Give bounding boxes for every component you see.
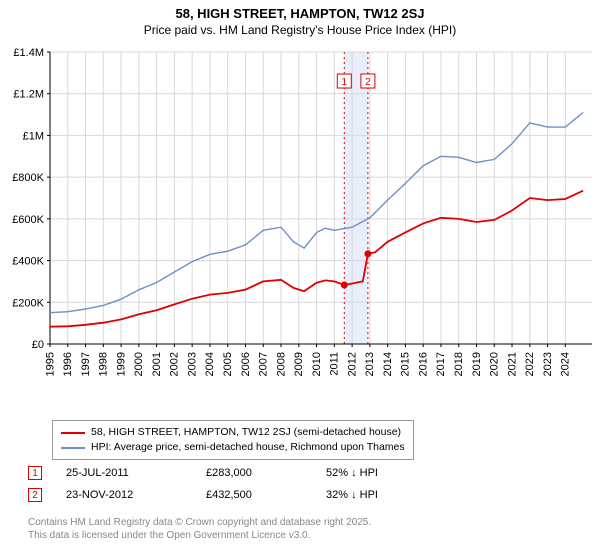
line-chart: £0 £200K £400K £600K £800K £1M £1.2M £1.4M 1995 1… <box>0 44 600 414</box>
legend-swatch-icon <box>61 432 85 434</box>
svg-text:1999: 1999 <box>115 352 127 376</box>
svg-text:£1.4M: £1.4M <box>13 47 44 59</box>
sale-diff: 52% ↓ HPI <box>326 467 378 479</box>
title-address: 58, HIGH STREET, HAMPTON, TW12 2SJ <box>0 6 600 21</box>
table-row: 1 25-JUL-2011 £283,000 52% ↓ HPI <box>28 462 378 484</box>
svg-text:1995: 1995 <box>44 352 56 376</box>
table-row: 2 23-NOV-2012 £432,500 32% ↓ HPI <box>28 484 378 506</box>
svg-text:2019: 2019 <box>471 352 483 376</box>
svg-text:2010: 2010 <box>311 352 323 376</box>
sale-date: 25-JUL-2011 <box>66 467 206 479</box>
sale-price: £432,500 <box>206 489 326 501</box>
chart-container: 58, HIGH STREET, HAMPTON, TW12 2SJ Price… <box>0 0 600 560</box>
titles: 58, HIGH STREET, HAMPTON, TW12 2SJ Price… <box>0 0 600 37</box>
sale-diff: 32% ↓ HPI <box>326 489 378 501</box>
svg-text:2003: 2003 <box>186 352 198 376</box>
footer-line: Contains HM Land Registry data © Crown c… <box>28 516 371 529</box>
svg-text:2009: 2009 <box>293 352 305 376</box>
legend-swatch-icon <box>61 447 85 449</box>
svg-text:2000: 2000 <box>133 352 145 376</box>
svg-text:2005: 2005 <box>222 352 234 376</box>
svg-text:2016: 2016 <box>417 352 429 376</box>
svg-text:2022: 2022 <box>524 352 536 376</box>
legend: 58, HIGH STREET, HAMPTON, TW12 2SJ (semi… <box>52 420 414 460</box>
svg-text:2007: 2007 <box>258 352 270 376</box>
svg-text:1997: 1997 <box>80 352 92 376</box>
legend-item: 58, HIGH STREET, HAMPTON, TW12 2SJ (semi… <box>61 425 405 440</box>
sale-date: 23-NOV-2012 <box>66 489 206 501</box>
footer-attribution: Contains HM Land Registry data © Crown c… <box>28 516 371 542</box>
svg-text:2013: 2013 <box>364 352 376 376</box>
svg-text:2012: 2012 <box>346 352 358 376</box>
svg-text:2020: 2020 <box>489 352 501 376</box>
svg-text:2014: 2014 <box>382 352 394 376</box>
svg-text:2024: 2024 <box>560 352 572 376</box>
svg-text:2: 2 <box>365 77 371 88</box>
sale-marker-icon: 2 <box>28 488 42 502</box>
svg-text:2002: 2002 <box>169 352 181 376</box>
svg-text:2001: 2001 <box>151 352 163 376</box>
legend-label: 58, HIGH STREET, HAMPTON, TW12 2SJ (semi… <box>91 425 401 440</box>
svg-text:2011: 2011 <box>329 352 341 376</box>
svg-text:£1M: £1M <box>23 130 44 142</box>
sales-table: 1 25-JUL-2011 £283,000 52% ↓ HPI 2 23-NO… <box>28 462 378 506</box>
svg-text:1: 1 <box>341 77 347 88</box>
title-subtitle: Price paid vs. HM Land Registry's House … <box>0 23 600 37</box>
svg-text:£1.2M: £1.2M <box>13 89 44 101</box>
svg-text:£600K: £600K <box>12 214 44 226</box>
svg-text:£200K: £200K <box>12 297 44 309</box>
svg-text:£0: £0 <box>32 339 44 351</box>
svg-text:2015: 2015 <box>400 352 412 376</box>
svg-text:2008: 2008 <box>275 352 287 376</box>
sale-price: £283,000 <box>206 467 326 479</box>
chart-area: £0 £200K £400K £600K £800K £1M £1.2M £1.4M 1995 1… <box>0 44 600 414</box>
legend-label: HPI: Average price, semi-detached house,… <box>91 440 405 455</box>
svg-text:£800K: £800K <box>12 172 44 184</box>
svg-text:2006: 2006 <box>240 352 252 376</box>
svg-text:2017: 2017 <box>435 352 447 376</box>
svg-text:2023: 2023 <box>542 352 554 376</box>
legend-item: HPI: Average price, semi-detached house,… <box>61 440 405 455</box>
sale-marker-icon: 1 <box>28 466 42 480</box>
svg-text:1998: 1998 <box>98 352 110 376</box>
svg-text:2018: 2018 <box>453 352 465 376</box>
svg-text:2021: 2021 <box>506 352 518 376</box>
svg-text:£400K: £400K <box>12 256 44 268</box>
footer-line: This data is licensed under the Open Gov… <box>28 529 371 542</box>
svg-text:2004: 2004 <box>204 352 216 376</box>
svg-text:1996: 1996 <box>62 352 74 376</box>
